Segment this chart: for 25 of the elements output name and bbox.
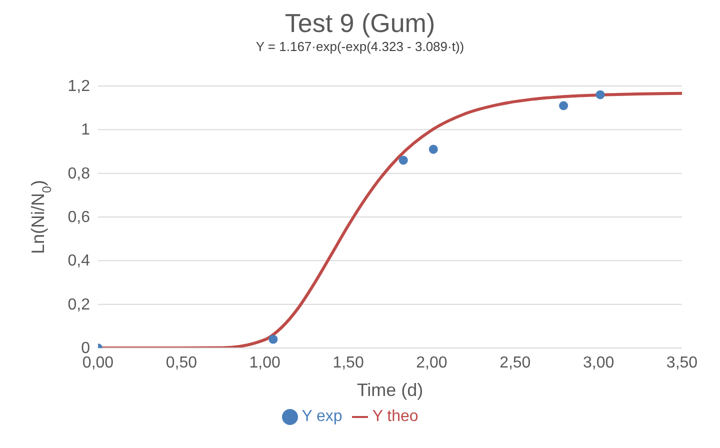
x-tick-label: 2,00: [416, 354, 448, 372]
chart-subtitle: Y = 1.167·exp(-exp(4.323 - 3.089·t)): [254, 38, 466, 56]
x-tick-label: 3,50: [666, 354, 698, 372]
x-tick-label: 2,50: [500, 354, 531, 372]
x-axis-title: Time (d): [356, 380, 424, 400]
y-tick-label: 1: [81, 122, 90, 139]
point: [559, 101, 568, 110]
point: [398, 156, 408, 165]
point: [428, 144, 438, 154]
legend-label: Y exp: [302, 408, 342, 425]
y-tick-label: 0,4: [68, 252, 90, 270]
x-tick-label: 3,00: [583, 354, 614, 372]
y-tick-label: 0,2: [68, 296, 90, 314]
legend-label: Y theo: [372, 408, 418, 425]
y-tick-label: 0,6: [68, 209, 90, 226]
y-tick-label: 0: [81, 340, 90, 357]
x-tick-label: 1,50: [332, 354, 364, 372]
x-tick-label: 0,00: [82, 354, 114, 372]
y-tick-label: 1,2: [68, 78, 90, 95]
y-tick-label: 0,8: [68, 165, 90, 182]
chart-title: Test 9 (Gum): [284, 8, 436, 38]
point: [268, 334, 278, 344]
point: [596, 90, 605, 100]
x-tick-label: 1,00: [249, 354, 281, 372]
x-tick-label: 0,50: [166, 354, 198, 372]
